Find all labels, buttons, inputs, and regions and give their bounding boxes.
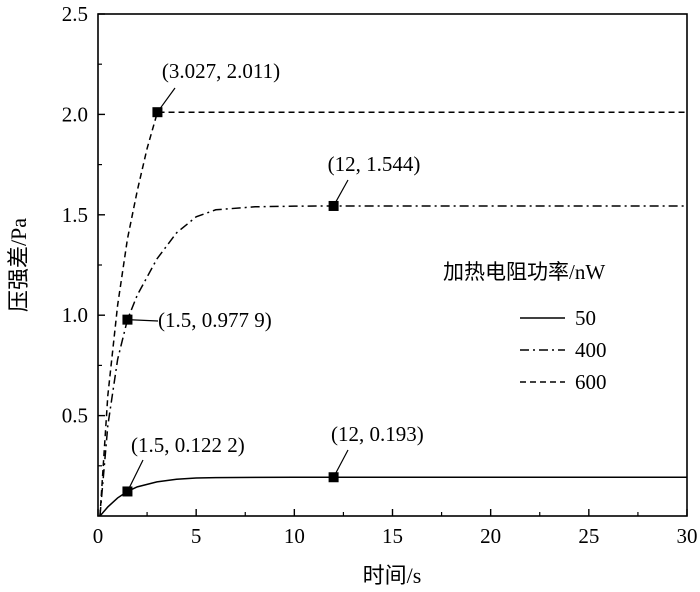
y-tick-label: 2.0 — [62, 102, 88, 126]
ticks-layer: 0 5 10 15 20 25 30 0.5 1.0 1.5 2.0 2.5 — [62, 2, 698, 548]
x-tick-label: 0 — [93, 524, 104, 548]
annotation-label: (1.5, 0.977 9) — [158, 308, 272, 332]
legend-title: 加热电阻功率/nW — [443, 260, 605, 284]
x-tick-label: 10 — [284, 524, 305, 548]
annotation-label: (12, 1.544) — [328, 152, 421, 176]
y-axis-label: 压强差/Pa — [6, 218, 31, 312]
data-marker — [122, 314, 133, 325]
data-marker — [152, 107, 163, 118]
y-tick-label: 1.0 — [62, 303, 88, 327]
series-layer — [99, 111, 687, 517]
annotation-leader — [127, 319, 159, 322]
y-tick-label: 1.5 — [62, 203, 88, 227]
data-marker — [328, 472, 339, 483]
y-tick-label: 2.5 — [62, 2, 88, 26]
data-marker — [122, 486, 133, 497]
annotation-label: (1.5, 0.122 2) — [131, 433, 245, 457]
x-tick-label: 5 — [191, 524, 202, 548]
x-tick-label: 15 — [382, 524, 403, 548]
x-tick-label: 25 — [578, 524, 599, 548]
x-tick-label: 20 — [480, 524, 501, 548]
x-axis-label: 时间/s — [363, 563, 422, 588]
series-line-600 — [99, 111, 687, 517]
x-tick-label: 30 — [677, 524, 698, 548]
legend-label: 400 — [575, 338, 607, 362]
markers-layer: (3.027, 2.011) (12, 1.544) (1.5, 0.977 9) (… — [122, 59, 424, 497]
annotation-leader — [126, 459, 144, 492]
y-tick-label: 0.5 — [62, 404, 88, 428]
legend-label: 50 — [575, 306, 596, 330]
legend: 加热电阻功率/nW 50 400 600 — [443, 260, 607, 394]
data-marker — [328, 200, 339, 211]
annotation-label: (12, 0.193) — [331, 422, 424, 446]
annotation-label: (3.027, 2.011) — [162, 59, 280, 83]
legend-label: 600 — [575, 370, 607, 394]
series-line-400 — [99, 205, 687, 517]
series-line-50 — [99, 476, 687, 517]
